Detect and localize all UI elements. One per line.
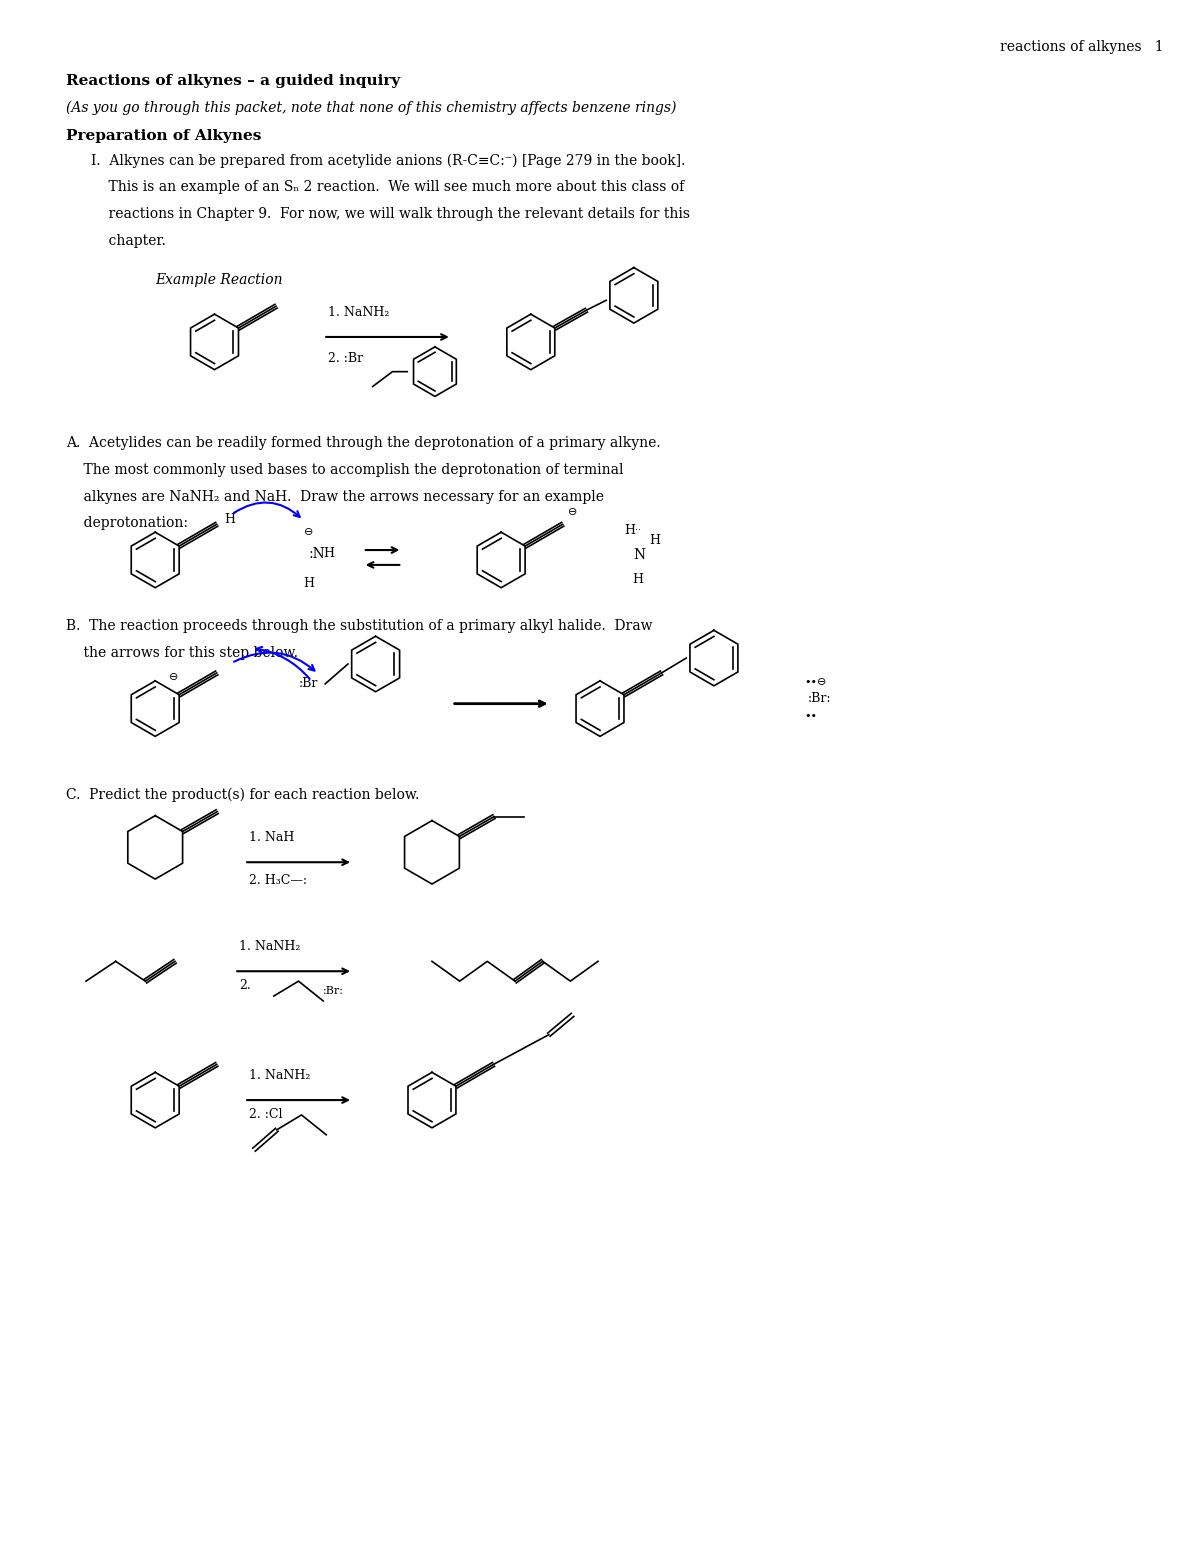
Text: ··: ·· [635,525,641,536]
Text: H: H [632,573,643,587]
Text: :N: :N [308,547,325,561]
Text: B.  The reaction proceeds through the substitution of a primary alkyl halide.  D: B. The reaction proceeds through the sub… [66,620,653,634]
Text: reactions in Chapter 9.  For now, we will walk through the relevant details for : reactions in Chapter 9. For now, we will… [91,207,690,221]
Text: ⊖: ⊖ [304,526,313,537]
Text: ⊖: ⊖ [568,508,577,517]
Text: ⊖: ⊖ [169,672,179,682]
Text: 1. NaNH₂: 1. NaNH₂ [239,941,300,954]
Text: :Br:: :Br: [808,693,832,705]
Text: ••: •• [805,711,817,721]
Text: reactions of alkynes   1: reactions of alkynes 1 [1000,40,1164,54]
Text: 2. :Cl: 2. :Cl [250,1107,283,1121]
Text: H: H [624,523,635,537]
Text: A.  Acetylides can be readily formed through the deprotonation of a primary alky: A. Acetylides can be readily formed thro… [66,436,661,450]
Text: H: H [302,576,314,590]
Text: 2.: 2. [239,980,251,992]
Text: :Br: :Br [299,677,318,691]
Text: C.  Predict the product(s) for each reaction below.: C. Predict the product(s) for each react… [66,787,420,803]
Text: 1. NaNH₂: 1. NaNH₂ [250,1070,311,1082]
Text: :Br:: :Br: [323,986,344,995]
Text: Reactions of alkynes – a guided inquiry: Reactions of alkynes – a guided inquiry [66,75,401,89]
Text: the arrows for this step below.: the arrows for this step below. [66,646,299,660]
Text: 2. H₃C—:: 2. H₃C—: [250,874,307,887]
Text: deprotonation:: deprotonation: [66,516,188,530]
Text: chapter.: chapter. [91,235,166,248]
Text: H: H [224,512,235,526]
Text: Example Reaction: Example Reaction [155,272,283,287]
Text: alkynes are NaNH₂ and NaH.  Draw the arrows necessary for an example: alkynes are NaNH₂ and NaH. Draw the arro… [66,489,605,503]
Text: 2. :Br: 2. :Br [328,353,364,365]
Text: This is an example of an Sₙ 2 reaction.  We will see much more about this class : This is an example of an Sₙ 2 reaction. … [91,180,684,194]
Text: 1. NaNH₂: 1. NaNH₂ [328,306,390,318]
Text: ••⊖: ••⊖ [805,677,827,686]
Text: (As you go through this packet, note that none of this chemistry affects benzene: (As you go through this packet, note tha… [66,101,677,115]
Text: N: N [634,548,646,562]
Text: I.  Alkynes can be prepared from acetylide anions (R-C≡C:⁻) [Page 279 in the boo: I. Alkynes can be prepared from acetylid… [91,154,685,168]
Text: 1. NaH: 1. NaH [250,831,294,845]
Text: The most commonly used bases to accomplish the deprotonation of terminal: The most commonly used bases to accompli… [66,463,624,477]
Text: H: H [323,547,335,561]
Text: H: H [649,534,660,547]
Text: Preparation of Alkynes: Preparation of Alkynes [66,129,262,143]
